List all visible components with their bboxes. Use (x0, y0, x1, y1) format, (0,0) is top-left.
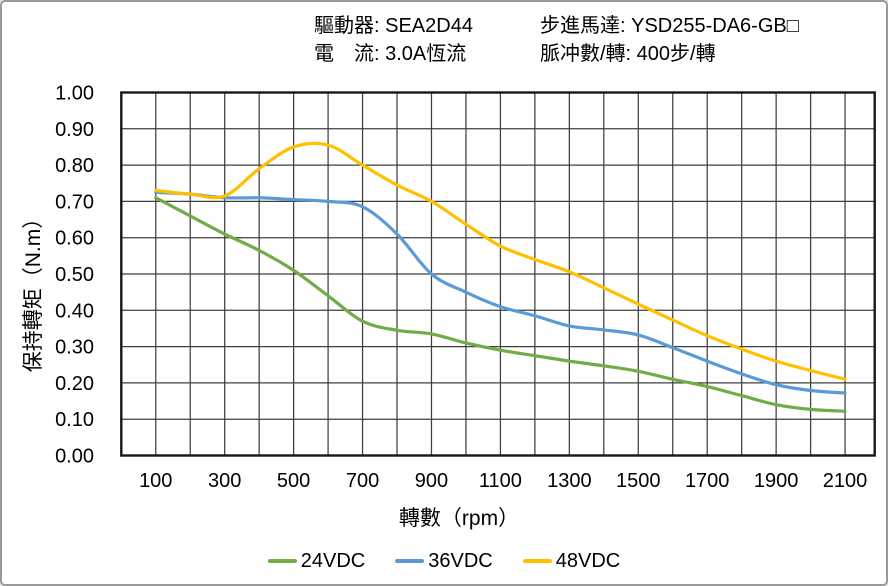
legend-line-swatch (522, 559, 552, 563)
y-tick-label: 0.00 (55, 446, 94, 468)
y-tick-label: 0.80 (55, 155, 94, 177)
y-tick-label: 0.10 (55, 409, 94, 431)
series-curve-48VDC (154, 141, 847, 381)
y-tick-label: 0.30 (55, 337, 94, 359)
y-axis-title: 保持轉矩（N.m） (22, 207, 45, 373)
legend-item-36VDC: 36VDC (395, 550, 493, 572)
current-info-text: 電 流: 3.0A恆流 (314, 43, 467, 65)
legend-label: 48VDC (555, 550, 621, 572)
y-tick-label: 0.40 (55, 300, 94, 322)
x-tick-label: 1300 (547, 470, 592, 492)
y-tick-label: 0.70 (55, 191, 94, 213)
series-curve-24VDC (154, 196, 847, 413)
x-tick-label: 1700 (685, 470, 730, 492)
x-tick-label: 300 (208, 470, 241, 492)
x-tick-label: 500 (277, 470, 310, 492)
x-tick-label: 1100 (479, 470, 522, 492)
y-tick-label: 1.00 (55, 83, 94, 105)
x-tick-label: 1900 (754, 470, 799, 492)
x-tick-label: 900 (415, 470, 448, 492)
legend-item-48VDC: 48VDC (522, 550, 621, 572)
y-tick-label: 0.60 (55, 228, 94, 250)
legend-line-swatch (395, 559, 425, 563)
y-tick-label: 0.20 (55, 373, 94, 395)
y-tick-label: 0.90 (55, 119, 94, 141)
pulses-info-text: 脈冲數/轉: 400步/轉 (540, 43, 716, 65)
plot-border (120, 91, 876, 457)
x-axis-title: 轉數（rpm） (398, 507, 520, 530)
y-tick-label: 0.50 (55, 264, 94, 286)
series-curve-36VDC (154, 190, 847, 395)
legend-label: 24VDC (300, 550, 366, 572)
x-tick-label: 2100 (823, 470, 868, 492)
motor-info-text: 步進馬達: YSD255-DA6-GB□ (540, 15, 799, 37)
legend-item-24VDC: 24VDC (267, 550, 366, 572)
chart-legend: 24VDC 36VDC 48VDC (2, 550, 886, 572)
driver-info-text: 驅動器: SEA2D44 (314, 15, 473, 37)
x-tick-label: 700 (346, 470, 379, 492)
x-tick-label: 1500 (616, 470, 661, 492)
legend-label: 36VDC (428, 550, 493, 572)
legend-line-swatch (267, 559, 297, 563)
x-tick-label: 100 (139, 470, 172, 492)
